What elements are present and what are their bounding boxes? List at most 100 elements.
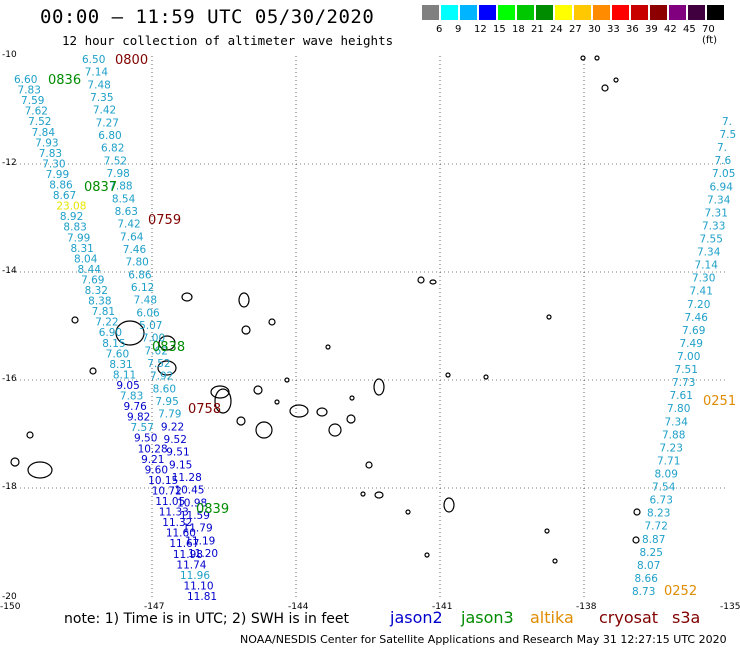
track-mid-value: 7.92 bbox=[150, 371, 173, 383]
track-mid-value: 6.50 bbox=[82, 54, 105, 66]
track-mid-value: 7.42 bbox=[93, 105, 116, 117]
island-outline bbox=[268, 318, 276, 326]
track-right-value: 7.05 bbox=[712, 168, 735, 180]
track-right-value: 6.73 bbox=[650, 495, 673, 507]
legend-swatch bbox=[593, 5, 610, 20]
track-right-value: 7.34 bbox=[707, 194, 731, 206]
track-left-value: 11.05 bbox=[155, 496, 185, 508]
island-outlines bbox=[10, 55, 641, 564]
track-mid-value: 6.82 bbox=[101, 143, 124, 155]
legend-label: 27 bbox=[569, 24, 582, 35]
track-left-value: 8.31 bbox=[109, 359, 132, 371]
track-right-value: 7.00 bbox=[677, 351, 700, 363]
legend-swatch bbox=[669, 5, 686, 20]
pass-time-label: 0839 bbox=[196, 502, 229, 517]
track-mid-value: 11.79 bbox=[183, 523, 213, 535]
track-left-value: 11.96 bbox=[180, 570, 210, 582]
track-left-value: 7.99 bbox=[46, 169, 69, 181]
track-mid-value: 7.27 bbox=[96, 117, 119, 129]
track-mid-value: 11.19 bbox=[185, 535, 215, 547]
legend-label: 21 bbox=[531, 24, 544, 35]
track-left-value: 11.81 bbox=[187, 591, 217, 603]
island-outline bbox=[89, 367, 97, 375]
island-outline bbox=[238, 292, 250, 308]
x-tick-label: -144 bbox=[288, 602, 309, 612]
track-mid-value: 9.51 bbox=[166, 447, 189, 459]
track-left-value: 7.99 bbox=[67, 232, 90, 244]
track-mid-value: 7.35 bbox=[90, 92, 113, 104]
legend-label: 24 bbox=[550, 24, 563, 35]
track-left-value: 8.38 bbox=[88, 296, 111, 308]
track-right-value: 7.14 bbox=[695, 260, 719, 272]
track-left-value: 8.86 bbox=[49, 180, 73, 192]
y-tick-label: -18 bbox=[2, 482, 17, 492]
track-right-value: 6.94 bbox=[710, 181, 734, 193]
track-right-value: 8.09 bbox=[655, 469, 678, 481]
island-outline bbox=[632, 536, 640, 544]
track-right-value: 8.66 bbox=[635, 573, 659, 585]
track-left-value: 8.92 bbox=[60, 211, 83, 223]
track-left-value: 10.28 bbox=[138, 443, 168, 455]
track-right-value: 7.55 bbox=[700, 234, 723, 246]
island-outline bbox=[346, 414, 356, 424]
island-outline bbox=[115, 320, 145, 346]
legend-swatch bbox=[612, 5, 629, 20]
track-right-value: 7.80 bbox=[667, 403, 690, 415]
map-grid bbox=[8, 56, 728, 598]
track-left-value: 11.67 bbox=[169, 538, 199, 550]
track-left-value: 11.10 bbox=[183, 580, 213, 592]
island-outline bbox=[580, 55, 586, 61]
track-left-value: 8.15 bbox=[102, 338, 125, 350]
x-tick-label: -147 bbox=[144, 602, 165, 612]
legend-swatch bbox=[574, 5, 591, 20]
map-subtitle: 12 hour collection of altimeter wave hei… bbox=[62, 33, 394, 48]
island-outline bbox=[274, 399, 280, 405]
track-mid-value: 7.62 bbox=[145, 345, 168, 357]
island-outline bbox=[328, 423, 342, 437]
island-outline bbox=[236, 416, 246, 426]
pass-time-label: 0251 bbox=[703, 394, 736, 409]
legend-label: 15 bbox=[493, 24, 506, 35]
legend-label: 18 bbox=[512, 24, 525, 35]
track-mid-value: 7.52 bbox=[147, 358, 170, 370]
island-outline bbox=[253, 385, 263, 395]
track-right-value: 7.33 bbox=[702, 220, 725, 232]
island-outline bbox=[289, 404, 309, 418]
track-mid-value: 6.12 bbox=[131, 282, 154, 294]
island-outline bbox=[210, 385, 230, 399]
island-outline bbox=[325, 344, 331, 350]
track-left-value: 11.60 bbox=[166, 528, 196, 540]
track-left-value: 9.60 bbox=[145, 464, 168, 476]
legend-swatch bbox=[479, 5, 496, 20]
track-right-value: 8.87 bbox=[642, 534, 665, 546]
y-tick-label: -10 bbox=[2, 50, 17, 60]
track-mid-value: 10.45 bbox=[174, 485, 204, 497]
legend-label: 33 bbox=[607, 24, 620, 35]
island-outline bbox=[284, 377, 290, 383]
satellite-legend-item: jason2 bbox=[390, 608, 443, 627]
island-outline bbox=[544, 528, 550, 534]
satellite-legend-item: s3a bbox=[672, 608, 701, 627]
island-outline bbox=[27, 461, 53, 479]
track-right-value: 7.20 bbox=[687, 299, 710, 311]
legend-swatch bbox=[707, 5, 724, 20]
y-tick-label: -20 bbox=[2, 592, 17, 602]
island-outline bbox=[349, 395, 355, 401]
track-mid-value: 7.79 bbox=[158, 409, 181, 421]
map-title: 00:00 – 11:59 UTC 05/30/2020 bbox=[40, 6, 375, 28]
track-left-value: 7.69 bbox=[81, 274, 104, 286]
track-mid-value: 11.20 bbox=[188, 548, 218, 560]
y-tick-label: -12 bbox=[2, 158, 17, 168]
track-right-value: 7.46 bbox=[685, 312, 709, 324]
footer-note: note: 1) Time is in UTC; 2) SWH is in fe… bbox=[64, 611, 350, 627]
track-mid-value: 8.54 bbox=[112, 193, 136, 205]
track-left-value: 9.50 bbox=[134, 433, 157, 445]
track-left-value: 9.82 bbox=[127, 412, 150, 424]
track-right-value: 8.23 bbox=[647, 508, 670, 520]
island-outline bbox=[26, 431, 34, 439]
track-left-value: 7.83 bbox=[39, 148, 62, 160]
track-left-value: 7.57 bbox=[131, 422, 154, 434]
track-right-value: 7.54 bbox=[652, 482, 676, 494]
track-right-value: 7.31 bbox=[705, 207, 728, 219]
